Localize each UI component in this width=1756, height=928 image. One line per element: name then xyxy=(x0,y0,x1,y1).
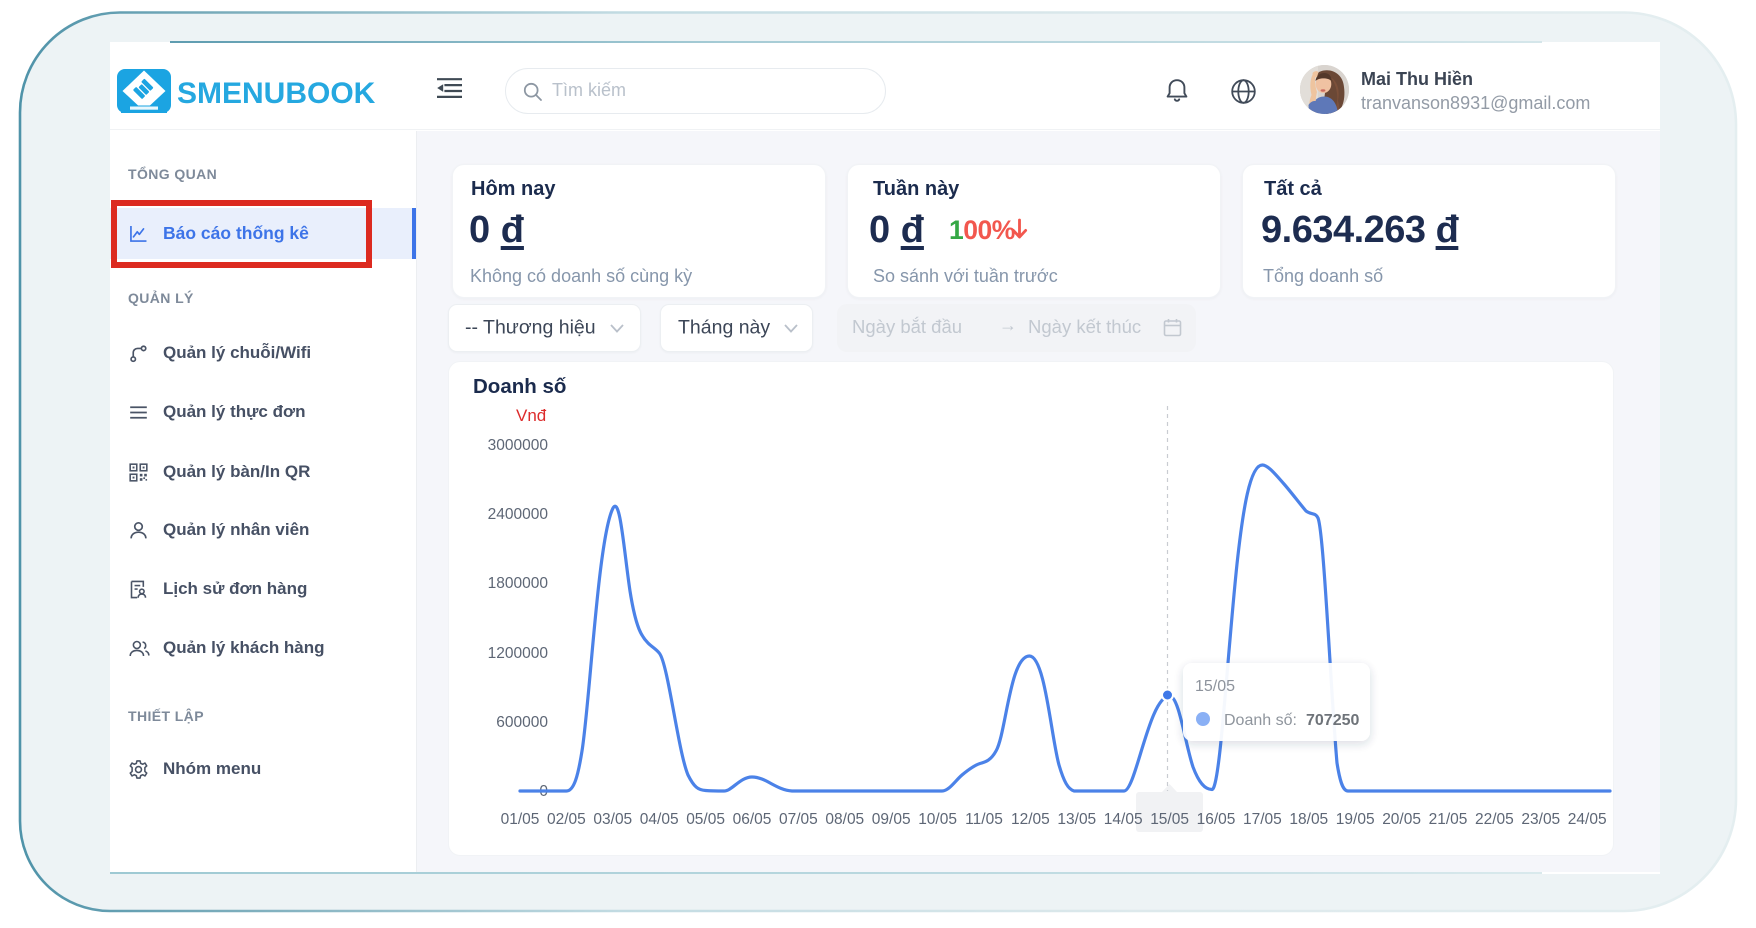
svg-text:1800000: 1800000 xyxy=(488,575,549,592)
svg-text:16/05: 16/05 xyxy=(1197,811,1236,828)
svg-text:12/05: 12/05 xyxy=(1011,811,1050,828)
svg-text:15/05: 15/05 xyxy=(1150,811,1189,828)
svg-text:01/05: 01/05 xyxy=(501,811,540,828)
svg-text:3000000: 3000000 xyxy=(488,437,549,454)
svg-text:17/05: 17/05 xyxy=(1243,811,1282,828)
svg-text:08/05: 08/05 xyxy=(825,811,864,828)
svg-text:21/05: 21/05 xyxy=(1429,811,1468,828)
svg-text:04/05: 04/05 xyxy=(640,811,679,828)
svg-text:14/05: 14/05 xyxy=(1104,811,1143,828)
svg-text:11/05: 11/05 xyxy=(965,811,1003,828)
svg-text:707250: 707250 xyxy=(1306,712,1359,729)
svg-text:05/05: 05/05 xyxy=(686,811,725,828)
svg-text:2400000: 2400000 xyxy=(488,506,549,523)
svg-text:18/05: 18/05 xyxy=(1289,811,1328,828)
svg-text:600000: 600000 xyxy=(496,714,548,731)
svg-text:02/05: 02/05 xyxy=(547,811,586,828)
svg-text:15/05: 15/05 xyxy=(1195,678,1235,695)
svg-text:09/05: 09/05 xyxy=(872,811,911,828)
svg-text:10/05: 10/05 xyxy=(918,811,957,828)
svg-text:13/05: 13/05 xyxy=(1057,811,1096,828)
svg-text:07/05: 07/05 xyxy=(779,811,818,828)
svg-text:06/05: 06/05 xyxy=(733,811,772,828)
svg-text:23/05: 23/05 xyxy=(1521,811,1560,828)
svg-text:24/05: 24/05 xyxy=(1568,811,1607,828)
svg-text:20/05: 20/05 xyxy=(1382,811,1421,828)
svg-text:19/05: 19/05 xyxy=(1336,811,1375,828)
svg-text:1200000: 1200000 xyxy=(488,645,549,662)
svg-text:03/05: 03/05 xyxy=(593,811,632,828)
svg-text:Doanh số:: Doanh số: xyxy=(1224,712,1297,729)
svg-text:22/05: 22/05 xyxy=(1475,811,1514,828)
